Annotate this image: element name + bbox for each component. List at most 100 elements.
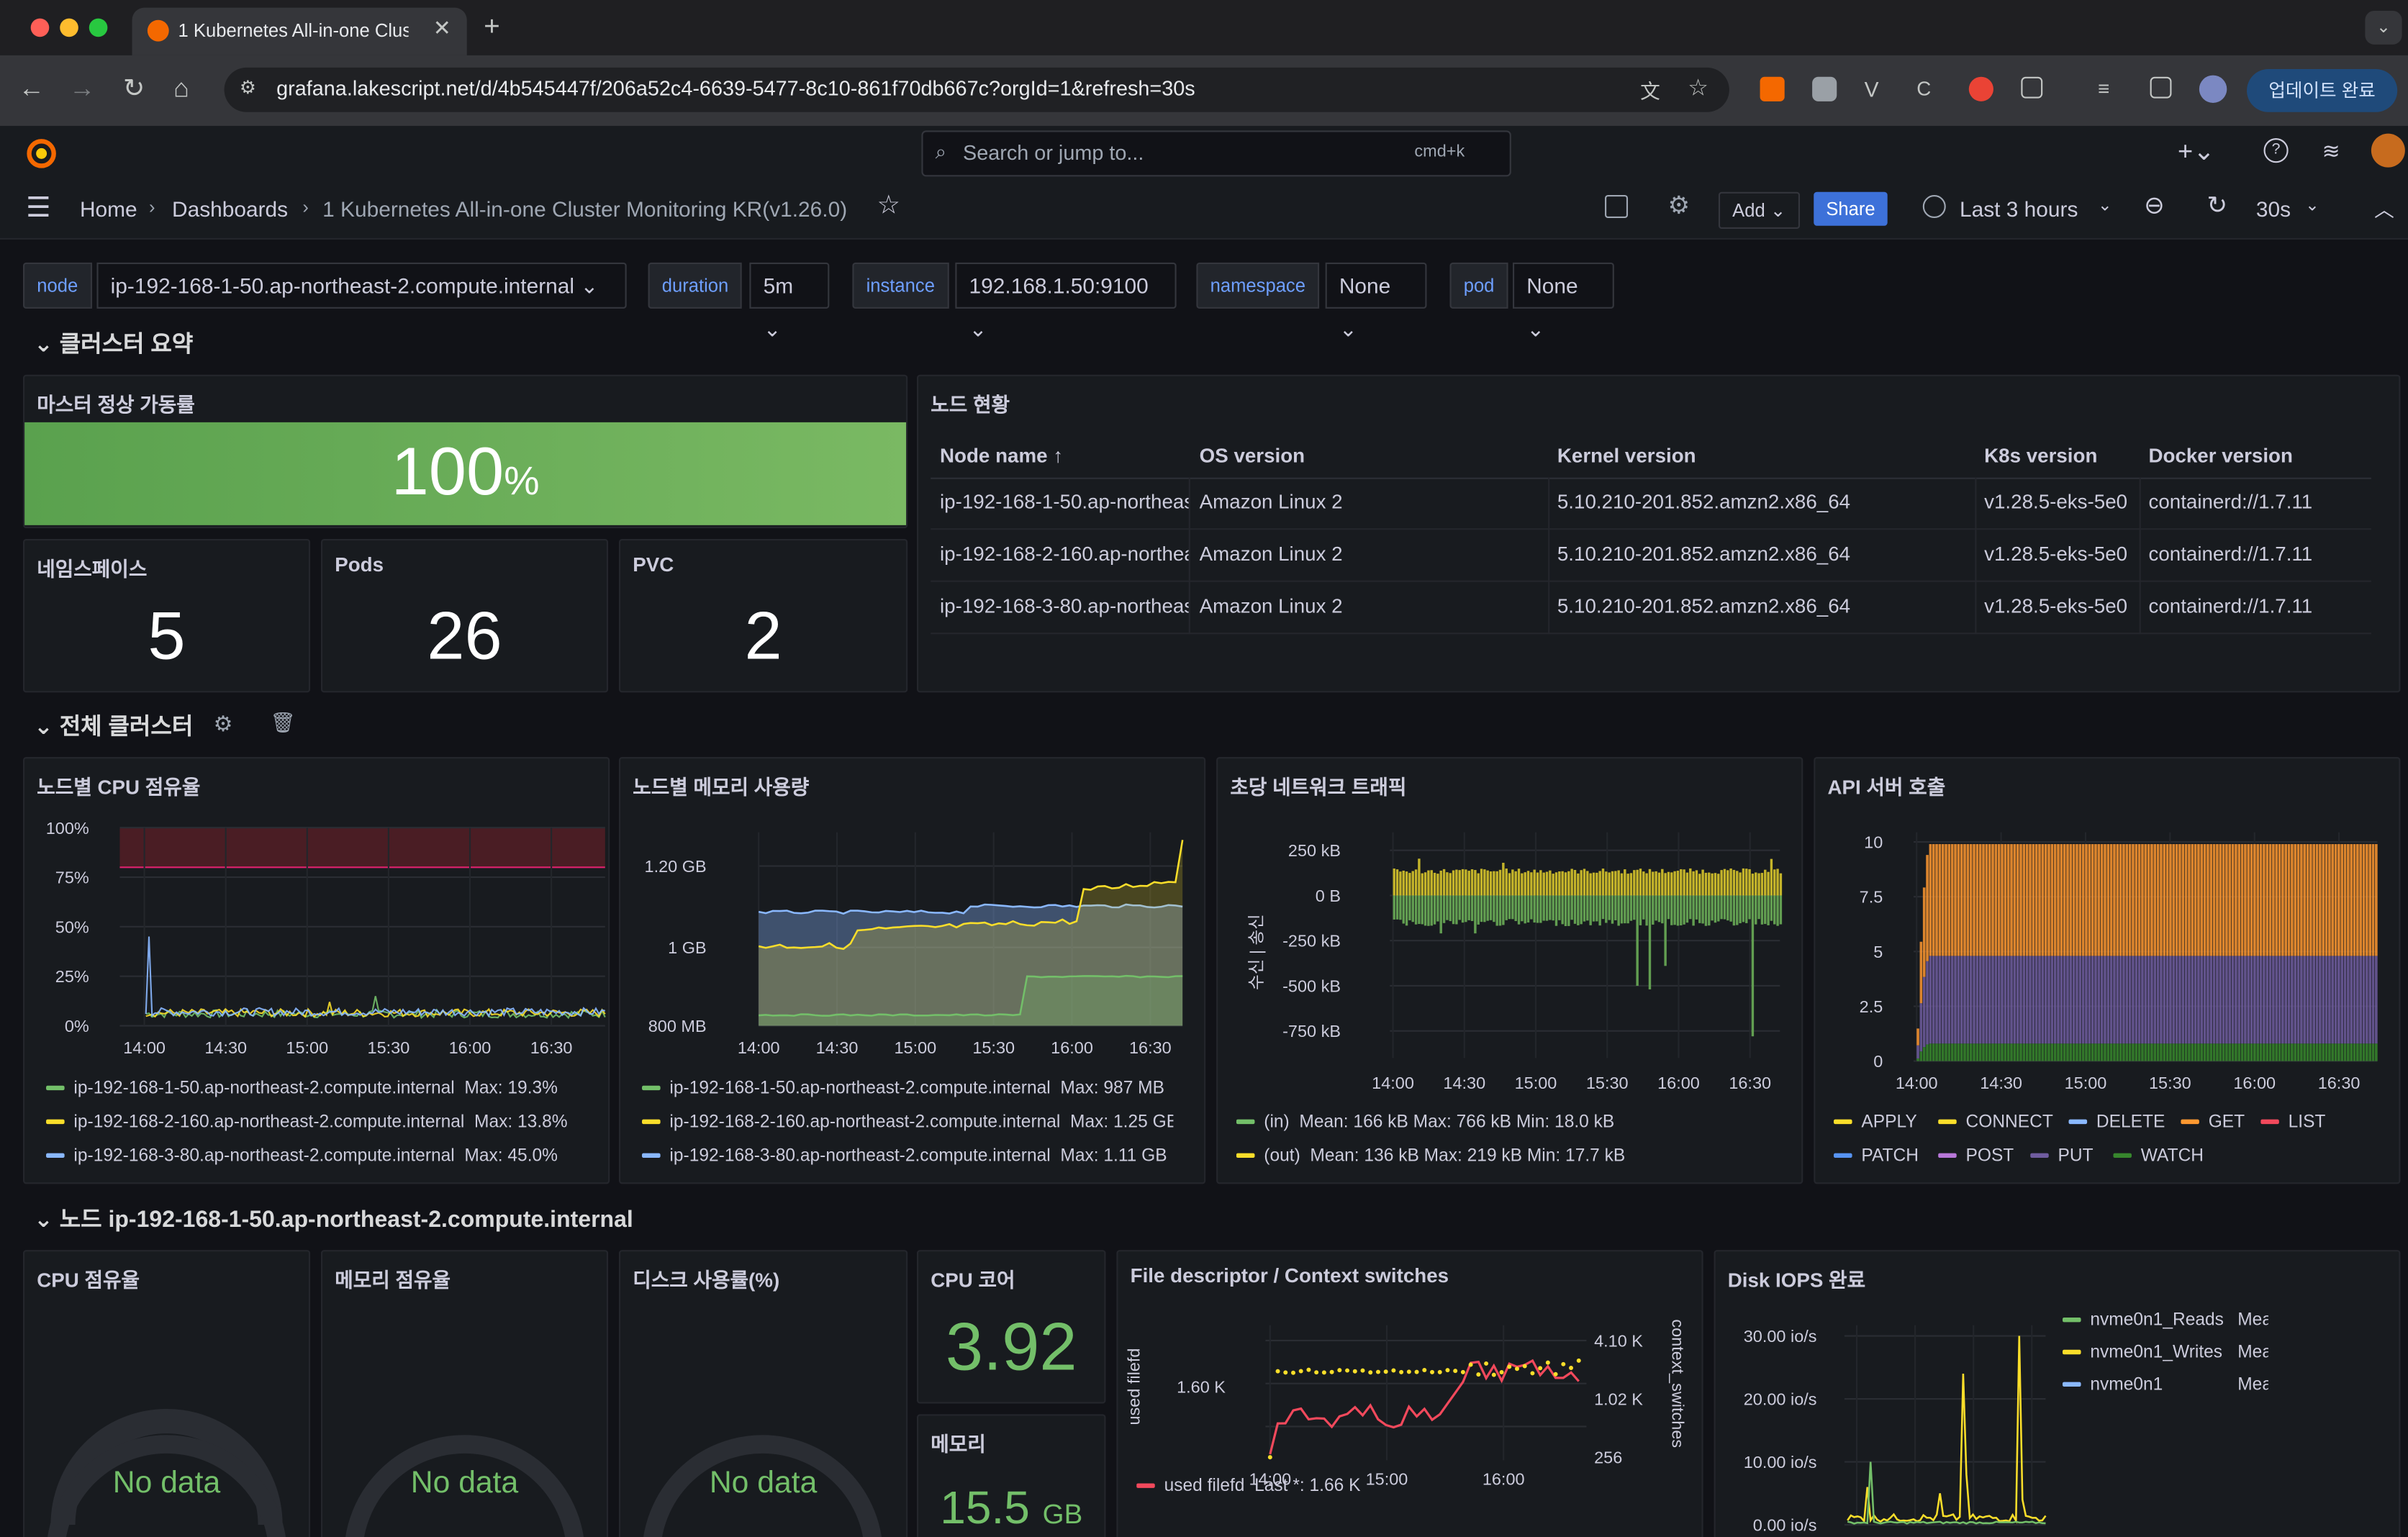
legend-item[interactable]: WATCH xyxy=(2113,1147,2204,1166)
legend-item[interactable]: (in) Mean: 166 kB Max: 766 kB Min: 18.0 … xyxy=(1236,1113,1614,1132)
memory-chart[interactable]: 800 MB 1 GB 1.20 GB 14:00 14:30 15:00 15:30 16:… xyxy=(620,802,1204,1070)
legend-item[interactable]: nvme0n1_Reads Mean: 0.22 io/s xyxy=(2062,1311,2268,1330)
table-cell[interactable]: ip-192-168-2-160.ap-northeast-2.compute.… xyxy=(940,542,1189,566)
chevron-down-icon[interactable]: ⌄ xyxy=(2305,196,2319,215)
table-cell[interactable]: containerd://1.7.11 xyxy=(2148,489,2313,513)
table-cell[interactable]: v1.28.5-eks-5e0 xyxy=(1984,542,2128,566)
legend-item[interactable]: ip-192-168-3-80.ap-northeast-2.compute.i… xyxy=(642,1147,1167,1166)
table-cell[interactable]: ip-192-168-1-50.ap-northeast-2.compute.i… xyxy=(940,489,1189,513)
table-cell[interactable]: containerd://1.7.11 xyxy=(2148,542,2313,566)
site-info-icon[interactable]: ⚙ xyxy=(239,76,256,99)
new-item-plus-icon[interactable]: +⌄ xyxy=(2178,136,2215,166)
home-icon[interactable]: ⌂ xyxy=(173,73,190,103)
new-tab-icon[interactable]: + xyxy=(484,10,500,42)
side-panel-icon[interactable] xyxy=(2150,76,2172,99)
legend-item[interactable]: LIST xyxy=(2260,1113,2326,1132)
maximize-window-button[interactable] xyxy=(89,18,108,37)
row-header-summary[interactable]: ⌄ 클러스터 요약 xyxy=(33,331,194,358)
breadcrumb-dashboards[interactable]: Dashboards xyxy=(172,196,289,222)
breadcrumb-home[interactable]: Home xyxy=(79,196,137,222)
share-button[interactable]: Share xyxy=(1814,191,1888,226)
row-header-cluster[interactable]: ⌄ 전체 클러스터 xyxy=(33,714,194,740)
legend-item[interactable]: (out) Mean: 136 kB Max: 219 kB Min: 17.7… xyxy=(1236,1147,1625,1166)
extension-c-icon[interactable]: C xyxy=(1916,76,1932,100)
legend-item[interactable]: PUT xyxy=(2030,1147,2094,1166)
column-k8s-version[interactable]: K8s version xyxy=(1984,443,2098,467)
var-select-instance[interactable]: 192.168.1.50:9100 ⌄ xyxy=(955,262,1177,341)
news-rss-icon[interactable]: ≋ xyxy=(2322,138,2340,163)
column-docker-version[interactable]: Docker version xyxy=(2148,443,2293,467)
extensions-puzzle-icon[interactable] xyxy=(2021,76,2043,99)
table-cell[interactable]: Amazon Linux 2 xyxy=(1199,489,1343,513)
legend-item[interactable]: nvme0n1_Writes Mean: 2.06 io/s xyxy=(2062,1343,2268,1362)
column-kernel-version[interactable]: Kernel version xyxy=(1557,443,1696,467)
network-chart[interactable]: 250 kB 0 B -250 kB -500 kB -750 kB 14:00 14:30… xyxy=(1218,802,1801,1109)
update-button[interactable]: 업데이트 완료 xyxy=(2247,69,2398,112)
legend-item[interactable]: nvme0n1 Mean: 0.00 io/s xyxy=(2062,1376,2268,1395)
collapse-chevron-up-icon[interactable]: ︿ xyxy=(2374,198,2394,222)
zoom-out-icon[interactable]: ⊖ xyxy=(2144,193,2165,220)
disk-chart[interactable]: 0.00 io/s 10.00 io/s 20.00 io/s 30.00 io/s xyxy=(1716,1295,2061,1537)
table-cell[interactable]: containerd://1.7.11 xyxy=(2148,594,2313,617)
extension-adblock-icon[interactable] xyxy=(1968,76,1993,101)
user-avatar-icon[interactable] xyxy=(2371,133,2405,168)
time-range-picker[interactable]: Last 3 hours xyxy=(1959,196,2078,222)
extension-v-icon[interactable]: V xyxy=(1864,76,1879,101)
refresh-icon[interactable]: ↻ xyxy=(2206,193,2228,220)
profile-avatar-icon[interactable] xyxy=(2199,75,2227,103)
table-cell[interactable]: 5.10.210-201.852.amzn2.x86_64 xyxy=(1557,542,1851,566)
legend-item[interactable]: ip-192-168-3-80.ap-northeast-2.compute.i… xyxy=(46,1147,558,1166)
var-select-node[interactable]: ip-192-168-1-50.ap-northeast-2.compute.i… xyxy=(96,262,627,309)
api-chart[interactable]: 0 2.5 5 7.5 10 14:00 14:30 15:00 15:30 16:00 16:30 xyxy=(1815,802,2399,1109)
var-select-namespace[interactable]: None ⌄ xyxy=(1325,262,1427,341)
save-dashboard-icon[interactable] xyxy=(1605,195,1629,219)
extension-camera-icon[interactable] xyxy=(1812,76,1837,101)
legend-item[interactable]: CONNECT xyxy=(1938,1113,2053,1132)
extension-ex-icon[interactable] xyxy=(1760,76,1785,101)
legend-item[interactable]: GET xyxy=(2181,1113,2245,1132)
close-window-button[interactable] xyxy=(30,18,50,37)
refresh-interval-picker[interactable]: 30s xyxy=(2255,196,2291,222)
search-box[interactable]: ⌕ Search or jump to... cmd+k xyxy=(921,130,1511,177)
table-cell[interactable]: ip-192-168-3-80.ap-northeast-2.compute.i… xyxy=(940,594,1189,617)
reading-list-icon[interactable]: ≡ xyxy=(2098,76,2110,100)
legend-item[interactable]: DELETE xyxy=(2068,1113,2165,1132)
forward-icon[interactable]: → xyxy=(69,73,96,103)
row-header-node[interactable]: ⌄ 노드 ip-192-168-1-50.ap-northeast-2.comp… xyxy=(33,1207,633,1233)
close-tab-icon[interactable]: ✕ xyxy=(433,15,451,40)
legend-item[interactable]: ip-192-168-1-50.ap-northeast-2.compute.i… xyxy=(642,1079,1164,1098)
tab-search-icon[interactable]: ⌄ xyxy=(2365,10,2402,45)
table-cell[interactable]: v1.28.5-eks-5e0 xyxy=(1984,594,2128,617)
column-node-name[interactable]: Node name ↑ xyxy=(940,444,1063,467)
var-select-duration[interactable]: 5m ⌄ xyxy=(749,262,830,341)
back-icon[interactable]: ← xyxy=(18,73,45,103)
legend-item[interactable]: ip-192-168-2-160.ap-northeast-2.compute.… xyxy=(46,1113,568,1132)
cpu-chart[interactable]: 0% 25% 50% 75% 100% 14:00 14:30 15:00 15:30 16:00… xyxy=(24,802,608,1070)
menu-hamburger-icon[interactable]: ☰ xyxy=(26,191,51,223)
var-select-pod[interactable]: None ⌄ xyxy=(1512,262,1614,341)
table-cell[interactable]: 5.10.210-201.852.amzn2.x86_64 xyxy=(1557,489,1851,513)
row-settings-gear-icon[interactable]: ⚙ xyxy=(213,711,233,736)
help-icon[interactable]: ? xyxy=(2263,138,2289,163)
table-cell[interactable]: 5.10.210-201.852.amzn2.x86_64 xyxy=(1557,594,1851,617)
table-cell[interactable]: Amazon Linux 2 xyxy=(1199,542,1343,566)
table-cell[interactable]: v1.28.5-eks-5e0 xyxy=(1984,489,2128,513)
address-bar[interactable]: ⚙ grafana.lakescript.net/d/4b545447f/206… xyxy=(224,67,1729,112)
browser-tab[interactable]: 1 Kubernetes All-in-one Clust ✕ xyxy=(132,7,467,55)
dashboard-settings-gear-icon[interactable]: ⚙ xyxy=(1667,193,1690,220)
row-delete-trash-icon[interactable]: 🗑 xyxy=(270,711,296,735)
add-button[interactable]: Add ⌄ xyxy=(1718,191,1800,229)
legend-item[interactable]: APPLY xyxy=(1833,1113,1917,1132)
bookmark-star-icon[interactable]: ☆ xyxy=(1688,75,1708,101)
minimize-window-button[interactable] xyxy=(60,18,78,37)
reload-icon[interactable]: ↻ xyxy=(122,73,145,103)
legend-item[interactable]: PATCH xyxy=(1833,1147,1919,1166)
legend-item[interactable]: ip-192-168-2-160.ap-northeast-2.compute.… xyxy=(642,1113,1173,1132)
legend-item[interactable]: ip-192-168-1-50.ap-northeast-2.compute.i… xyxy=(46,1079,558,1098)
table-cell[interactable]: Amazon Linux 2 xyxy=(1199,594,1343,617)
chevron-down-icon[interactable]: ⌄ xyxy=(2098,196,2112,215)
column-os-version[interactable]: OS version xyxy=(1199,443,1305,467)
favorite-star-icon[interactable]: ☆ xyxy=(877,190,901,220)
legend-item[interactable]: POST xyxy=(1938,1147,2014,1166)
fd-chart[interactable]: 1.60 K 4.10 K 1.02 K 256 14:00 15:00 16:00 xyxy=(1118,1295,1702,1517)
